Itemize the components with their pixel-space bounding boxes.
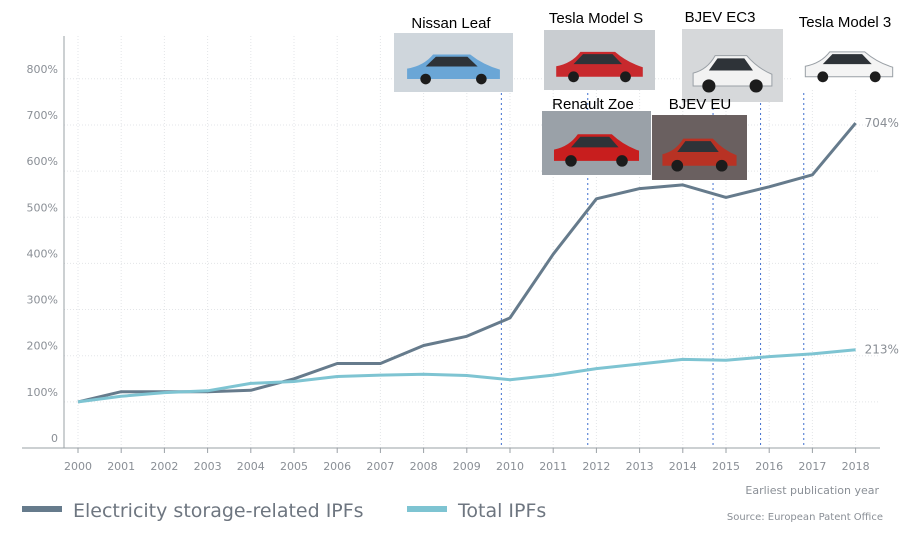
car-image-nissan: [394, 33, 513, 92]
x-tick-label: 2010: [496, 460, 524, 473]
car-image-tesla3: [793, 30, 905, 90]
legend-label-storage: Electricity storage-related IPFs: [73, 500, 364, 522]
y-tick-label: 400%: [27, 247, 58, 260]
car-image-bjevec3: [682, 29, 783, 102]
car-label-bjeveu: BJEV EU: [669, 96, 732, 113]
x-tick-label: 2007: [366, 460, 394, 473]
x-tick-label: 2008: [410, 460, 438, 473]
series-line-total: [77, 348, 856, 404]
x-tick-label: 2000: [64, 460, 92, 473]
x-tick-label: 2005: [280, 460, 308, 473]
x-tick-label: 2015: [712, 460, 740, 473]
x-tick-label: 2016: [755, 460, 783, 473]
x-tick-label: 2013: [626, 460, 654, 473]
x-tick-label: 2002: [150, 460, 178, 473]
x-tick-label: 2006: [323, 460, 351, 473]
car-labels: Nissan Leaf Tesla Model S Renault Zoe BJEV …: [411, 9, 891, 113]
x-tick-label: 2001: [107, 460, 135, 473]
series-end-label: 704%: [865, 116, 899, 130]
y-tick-label: 500%: [27, 201, 58, 214]
y-tick-label: 100%: [27, 386, 58, 399]
source-note: Source: European Patent Office: [727, 512, 883, 523]
series: [77, 122, 857, 404]
y-tick-label: 600%: [27, 155, 58, 168]
y-tick-label: 200%: [27, 340, 58, 353]
car-image-teslas: [544, 30, 655, 90]
y-tick-label: 800%: [27, 63, 58, 76]
legend-label-total: Total IPFs: [457, 500, 546, 522]
x-axis-label: Earliest publication year: [745, 484, 879, 497]
x-tick-labels: 2000 2001 2002 2003 2004 2005 2006 2007 2008 2009…: [64, 460, 870, 473]
car-label-bjevec3: BJEV EC3: [685, 9, 756, 26]
axes: [22, 36, 880, 449]
car-image-bjeveu: [652, 115, 747, 180]
x-tick-label: 2003: [194, 460, 222, 473]
car-image-zoe: [542, 111, 651, 175]
y-tick-labels: 0 100% 200% 300% 400% 500% 600% 700% 800%: [27, 63, 58, 445]
y-tick-label: 700%: [27, 109, 58, 122]
legend: Electricity storage-related IPFs Total I…: [22, 500, 546, 522]
car-images: [394, 29, 905, 180]
car-label-zoe: Renault Zoe: [552, 96, 634, 113]
car-label-tesla3: Tesla Model 3: [799, 14, 892, 31]
series-end-label: 213%: [865, 343, 899, 357]
x-tick-label: 2004: [237, 460, 265, 473]
legend-swatch-total: [407, 506, 447, 512]
legend-swatch-storage: [22, 506, 62, 512]
x-tick-label: 2011: [539, 460, 567, 473]
y-tick-label: 300%: [27, 294, 58, 307]
x-tick-label: 2018: [842, 460, 870, 473]
end-labels: 704% 213%: [865, 116, 899, 357]
x-tick-label: 2009: [453, 460, 481, 473]
x-tick-label: 2017: [798, 460, 826, 473]
y-tick-label: 0: [51, 432, 58, 445]
car-label-nissan: Nissan Leaf: [411, 15, 491, 32]
car-label-teslas: Tesla Model S: [549, 10, 643, 27]
x-tick-label: 2012: [582, 460, 610, 473]
x-tick-label: 2014: [669, 460, 697, 473]
